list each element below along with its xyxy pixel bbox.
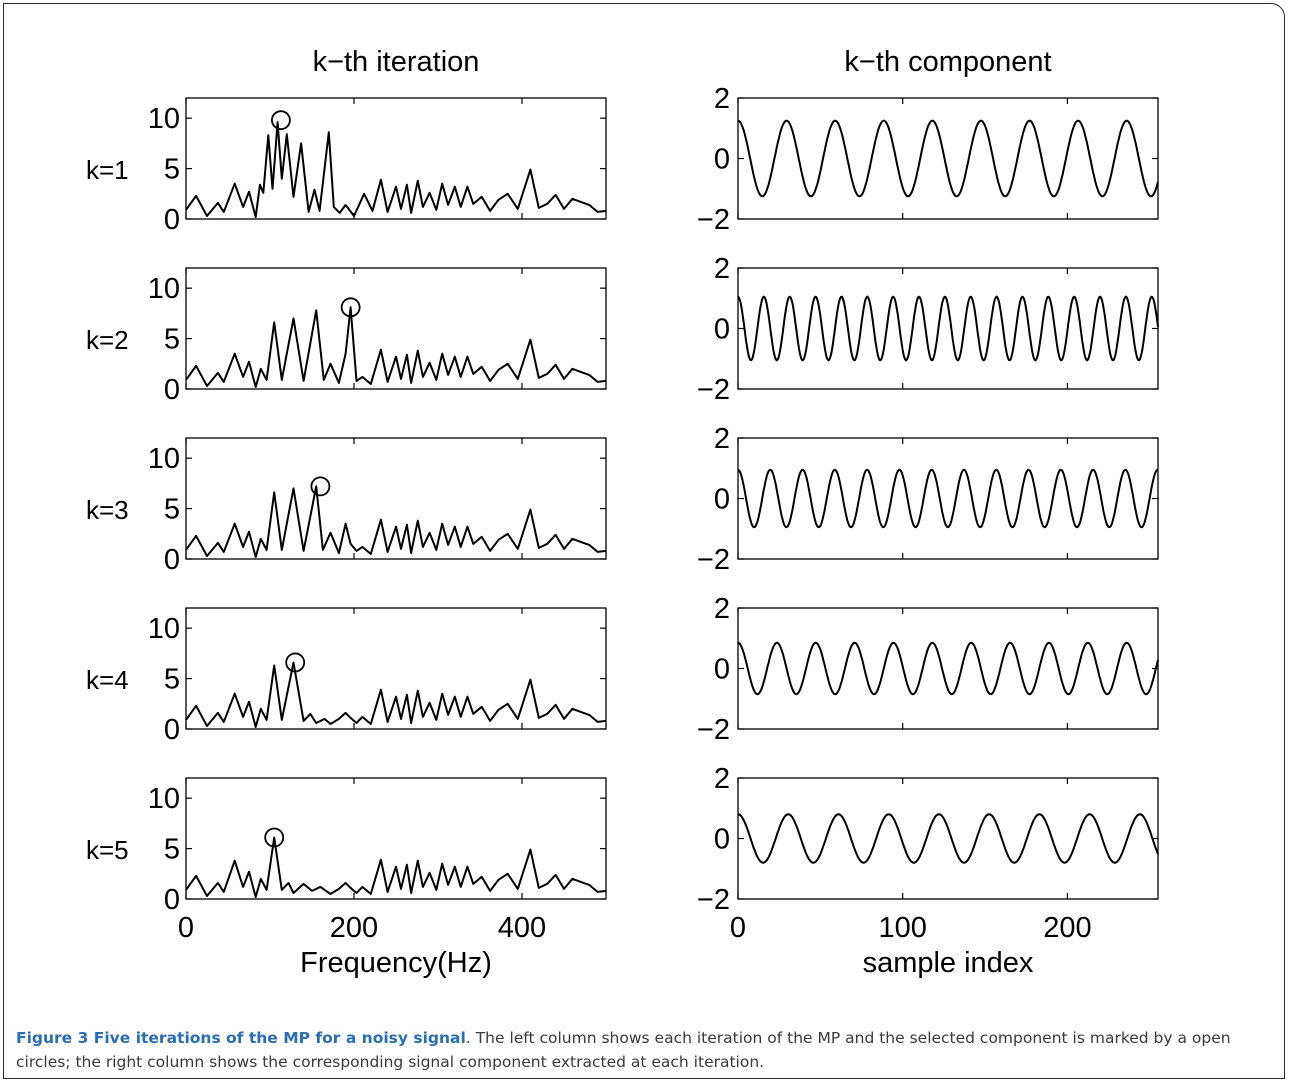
spectrum-axes-box-5 — [185, 777, 607, 900]
left-column-title: k−th iteration — [313, 46, 480, 78]
y-tick-label: 0 — [714, 824, 730, 856]
spectrum-axes-box-3 — [185, 437, 607, 560]
selected-peak-circle-k2 — [340, 297, 361, 318]
y-tick-label: 10 — [148, 103, 180, 135]
y-tick-label: 2 — [714, 593, 730, 625]
spectrum-line-k1 — [185, 121, 607, 218]
row-label-k2: k=2 — [86, 325, 129, 355]
y-tick-label: 0 — [714, 484, 730, 516]
spectrum-line-k2 — [185, 306, 607, 388]
caption-bold-title: Five iterations of the MP for a noisy si… — [93, 1029, 466, 1047]
spectrum-axes-box-4 — [185, 607, 607, 730]
y-tick-label: 0 — [164, 884, 180, 916]
y-tick-label: 10 — [148, 613, 180, 645]
x-tick-label: 100 — [879, 912, 927, 944]
y-tick-label: 0 — [714, 314, 730, 346]
y-tick-label: −2 — [697, 714, 730, 746]
component-axes-box-4 — [737, 607, 1159, 730]
row-label-k3: k=3 — [86, 495, 129, 525]
component-line-k1 — [737, 119, 1159, 198]
y-tick-label: 5 — [164, 154, 180, 186]
row-label-k4: k=4 — [86, 665, 129, 695]
right-column-title: k−th component — [844, 46, 1051, 78]
caption-title: Figure 3 Five iterations of the MP for a… — [16, 1029, 466, 1047]
y-tick-label: 5 — [164, 494, 180, 526]
x-tick-label: 400 — [498, 912, 546, 944]
x-tick-label: 0 — [178, 912, 194, 944]
figure-frame — [3, 3, 1285, 1079]
selected-peak-circle-k4 — [285, 652, 306, 673]
spectrum-line-k3 — [185, 485, 607, 558]
selected-peak-circle-k5 — [264, 827, 285, 848]
caption-figure-label: Figure 3 — [16, 1029, 89, 1047]
y-tick-label: 10 — [148, 443, 180, 475]
y-tick-label: 5 — [164, 664, 180, 696]
y-tick-label: 0 — [164, 204, 180, 236]
component-axes-box-1 — [737, 97, 1159, 220]
y-tick-label: 0 — [164, 374, 180, 406]
component-line-k5 — [737, 813, 1159, 864]
row-label-k1: k=1 — [86, 155, 129, 185]
y-tick-label: 2 — [714, 83, 730, 115]
spectrum-line-k5 — [185, 836, 607, 898]
y-tick-label: −2 — [697, 544, 730, 576]
spectrum-axes-box-2 — [185, 267, 607, 390]
spectrum-line-k4 — [185, 661, 607, 728]
y-tick-label: −2 — [697, 204, 730, 236]
component-line-k2 — [737, 295, 1159, 362]
component-axes-box-2 — [737, 267, 1159, 390]
y-tick-label: 0 — [714, 144, 730, 176]
x-tick-label: 200 — [1043, 912, 1091, 944]
y-tick-label: 0 — [714, 654, 730, 686]
y-tick-label: −2 — [697, 374, 730, 406]
caption-text: . The left column shows each iteration o… — [16, 1029, 1231, 1071]
y-tick-label: 5 — [164, 324, 180, 356]
y-tick-label: 0 — [164, 544, 180, 576]
component-line-k4 — [737, 641, 1159, 696]
spectrum-axes-box-1 — [185, 97, 607, 220]
row-label-k5: k=5 — [86, 835, 129, 865]
component-axes-box-3 — [737, 437, 1159, 560]
y-tick-label: −2 — [697, 884, 730, 916]
selected-peak-circle-k3 — [310, 476, 331, 497]
y-tick-label: 2 — [714, 253, 730, 285]
y-tick-label: 0 — [164, 714, 180, 746]
right-x-axis-label: sample index — [863, 947, 1034, 979]
component-line-k3 — [737, 468, 1159, 529]
x-tick-label: 0 — [730, 912, 746, 944]
left-x-axis-label: Frequency(Hz) — [300, 947, 492, 979]
y-tick-label: 10 — [148, 273, 180, 305]
selected-peak-circle-k1 — [271, 110, 291, 131]
y-tick-label: 2 — [714, 763, 730, 795]
y-tick-label: 2 — [714, 423, 730, 455]
figure-caption: Figure 3 Five iterations of the MP for a… — [16, 1026, 1278, 1074]
y-tick-label: 5 — [164, 834, 180, 866]
y-tick-label: 10 — [148, 783, 180, 815]
x-tick-label: 200 — [330, 912, 378, 944]
